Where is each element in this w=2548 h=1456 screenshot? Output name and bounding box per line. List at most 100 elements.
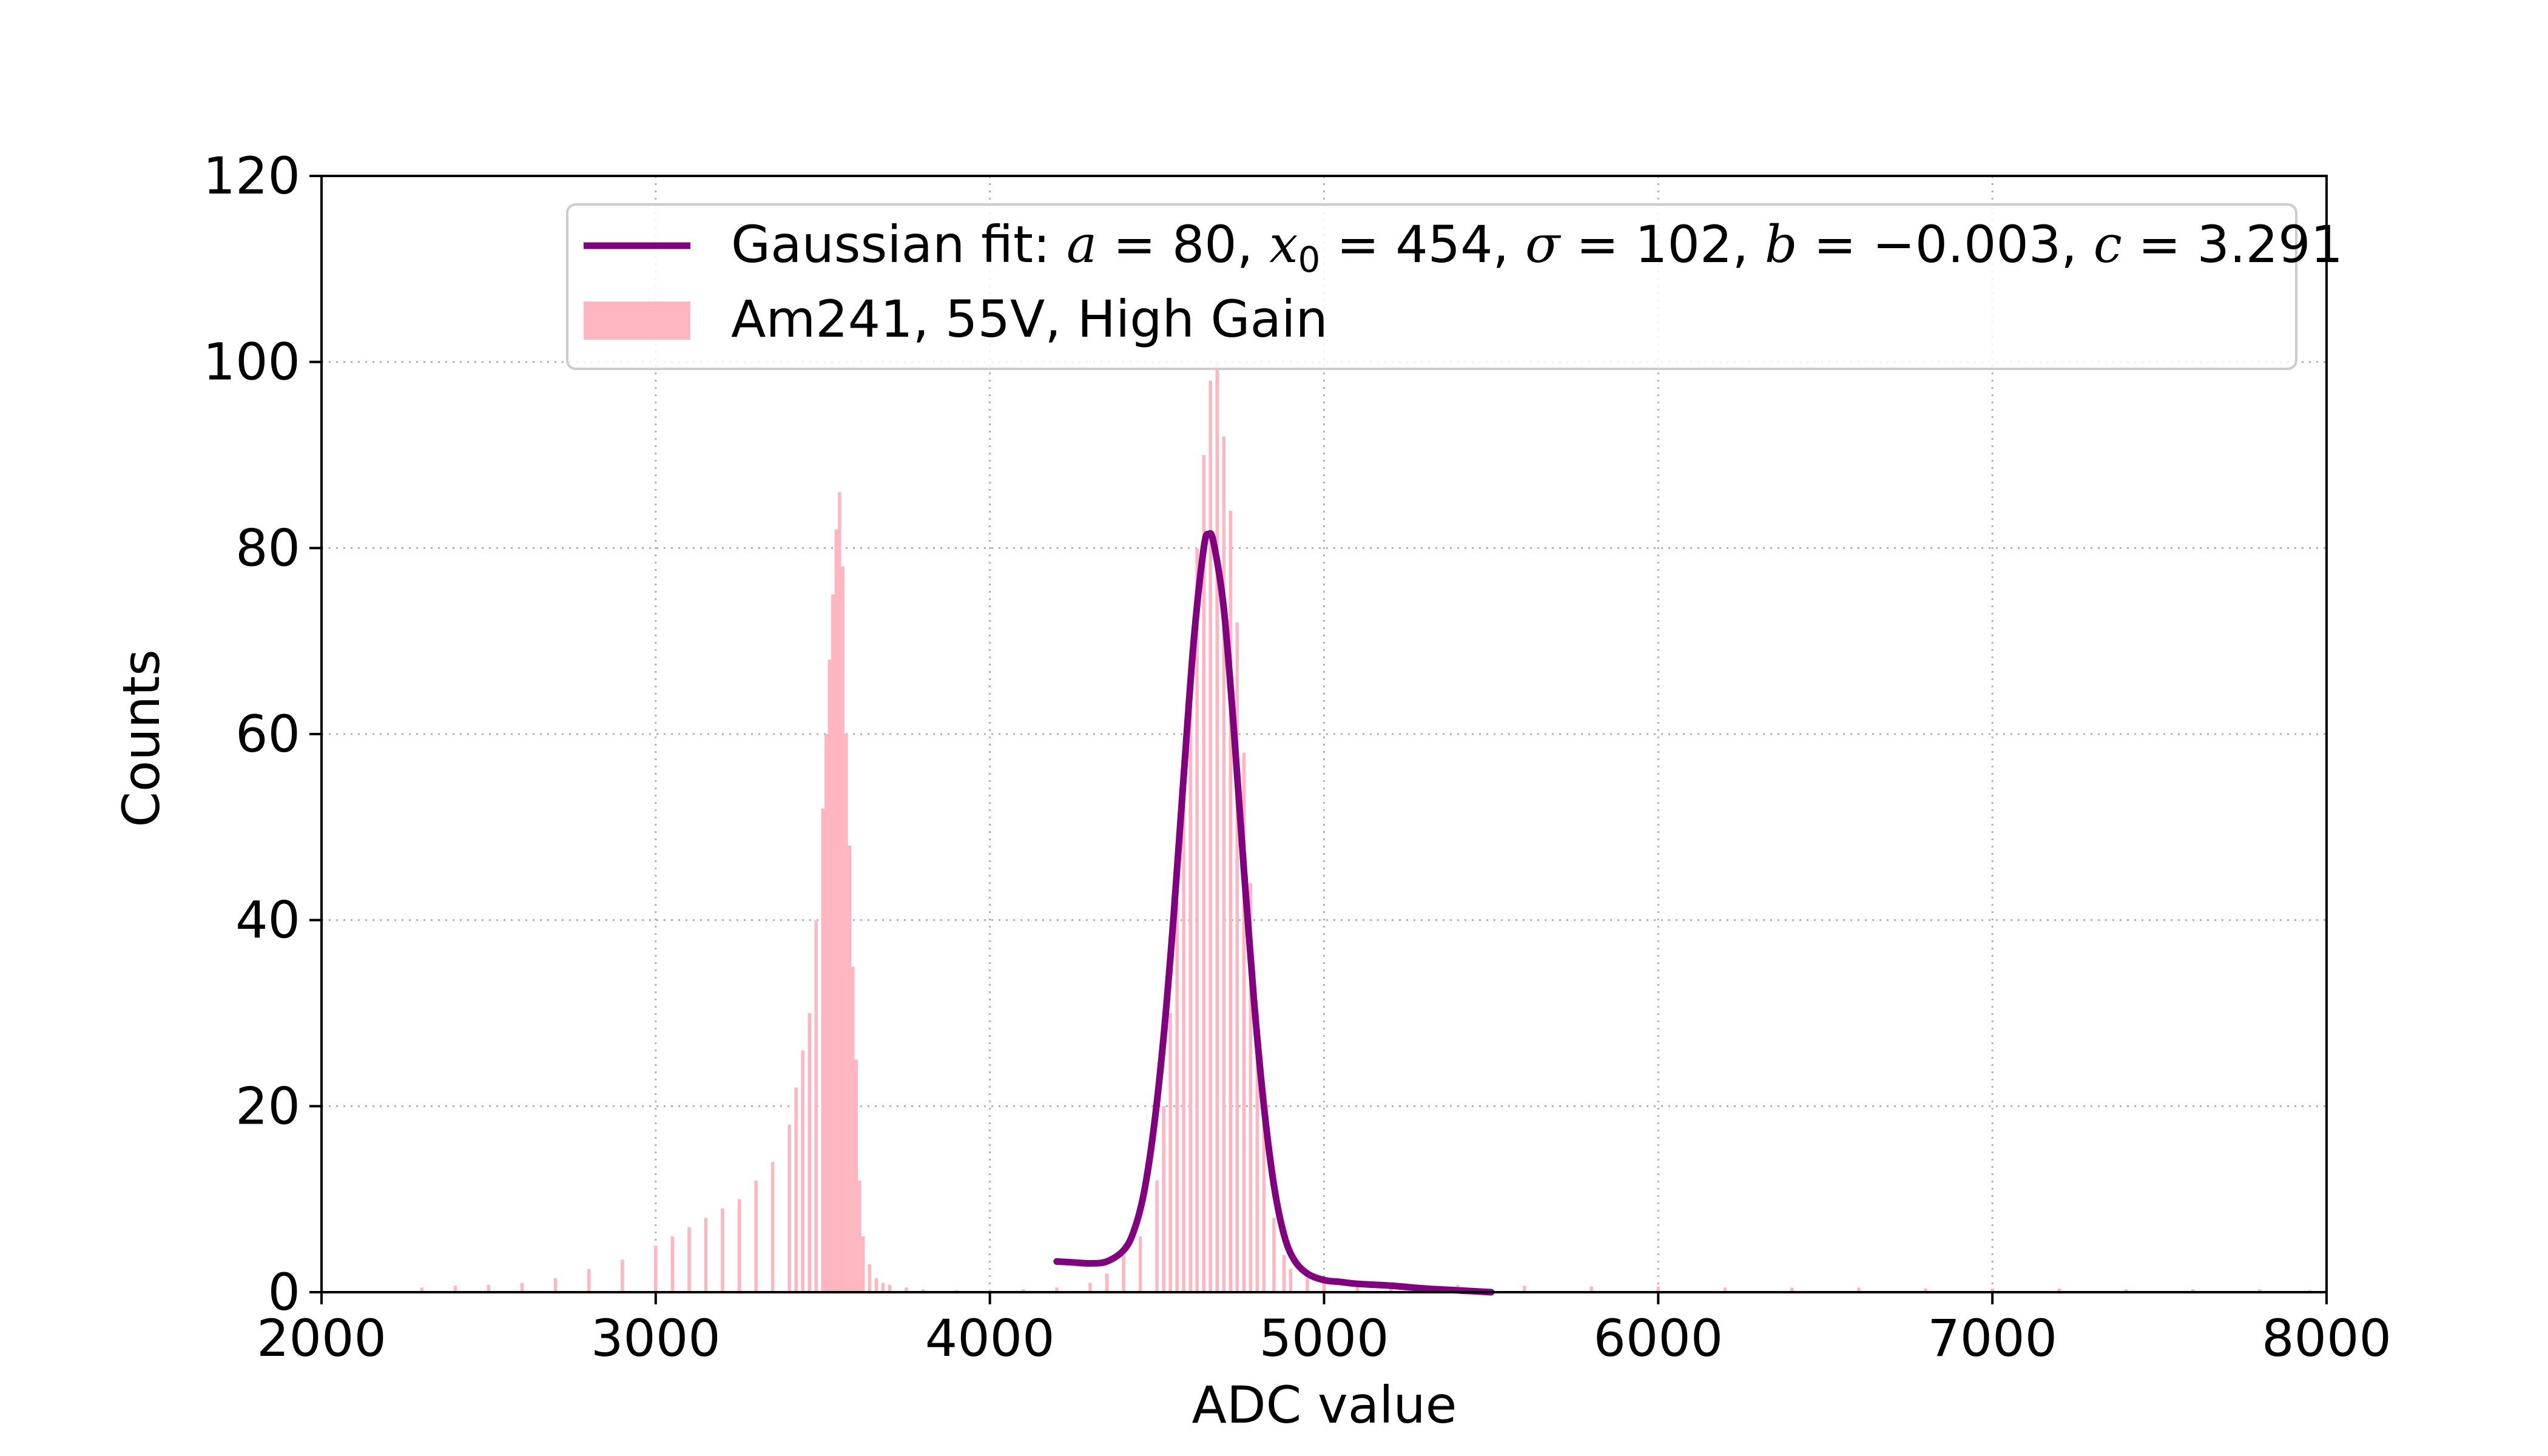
histogram-bar	[801, 1050, 804, 1292]
histogram-bar	[1589, 1286, 1593, 1292]
histogram-bar	[854, 1059, 858, 1292]
histogram-bar	[1262, 1125, 1266, 1292]
histogram-bar	[814, 920, 818, 1292]
x-axis-ticks: 2000 3000 4000 5000 6000 7000 8000	[257, 1292, 2391, 1368]
legend-param-a-symbol: a	[1067, 215, 1097, 274]
x-tick-label: 4000	[925, 1309, 1055, 1368]
histogram-bar	[1188, 659, 1192, 1292]
y-tick-label: 20	[235, 1076, 300, 1136]
histogram-bar	[1857, 1287, 1861, 1292]
histogram-bar	[1138, 1236, 1142, 1292]
histogram-bar	[824, 734, 828, 1292]
histogram-bar	[1990, 1288, 1994, 1292]
histogram-bar	[1656, 1286, 1660, 1292]
histogram-bar	[1249, 883, 1253, 1292]
legend-fit-label: Gaussian fit: a = 80, x0 = 454, σ = 102,…	[731, 215, 2343, 280]
histogram-bar	[1105, 1273, 1109, 1292]
histogram-bar	[1523, 1286, 1526, 1292]
legend-histogram-label: Am241, 55V, High Gain	[731, 289, 1328, 349]
legend-histogram-swatch	[584, 302, 690, 340]
histogram-bar	[1195, 548, 1199, 1293]
histogram-bar	[841, 567, 845, 1292]
legend-param-b: −0.003	[1872, 215, 2061, 274]
histogram-bar	[754, 1181, 758, 1292]
histogram-bar	[1235, 622, 1239, 1292]
histogram-bar	[1202, 455, 1205, 1292]
y-tick-label: 60	[235, 704, 300, 764]
histogram-bar	[1289, 1269, 1293, 1292]
x-tick-label: 5000	[1259, 1309, 1389, 1368]
x-tick-label: 6000	[1593, 1309, 1723, 1368]
histogram-bar	[888, 1284, 892, 1292]
histogram-bar	[921, 1289, 925, 1292]
histogram-bar	[420, 1287, 424, 1292]
histogram-bar	[1790, 1287, 1794, 1292]
histogram-bar	[1228, 511, 1233, 1292]
histogram-bar	[851, 966, 855, 1292]
legend: Gaussian fit: a = 80, x0 = 454, σ = 102,…	[566, 203, 2343, 370]
histogram-bars	[420, 362, 2312, 1293]
legend-param-x0: 454	[1395, 215, 1492, 274]
histogram-bar	[787, 1125, 791, 1292]
histogram-bar	[807, 1013, 811, 1292]
histogram-bar	[2258, 1289, 2262, 1292]
histogram-bar	[834, 529, 838, 1292]
y-tick-label: 120	[203, 146, 300, 206]
legend-sep: ,	[1732, 215, 1764, 274]
histogram-bar	[858, 1181, 861, 1292]
histogram-bar	[868, 1264, 872, 1292]
legend-param-a: 80	[1172, 215, 1237, 274]
histogram-bar	[1255, 1013, 1259, 1292]
y-tick-label: 80	[235, 518, 300, 578]
histogram-bar	[2124, 1289, 2128, 1292]
histogram-bar	[1723, 1287, 1727, 1292]
histogram-bar	[520, 1282, 524, 1292]
histogram-bar	[874, 1278, 878, 1292]
histogram-bar	[1282, 1255, 1286, 1292]
histogram-bar	[1924, 1288, 1927, 1292]
histogram-bar	[1355, 1282, 1360, 1292]
histogram-bar	[453, 1286, 457, 1292]
histogram-bar	[1242, 752, 1246, 1292]
x-tick-label: 2000	[257, 1309, 386, 1368]
x-tick-label: 8000	[2262, 1309, 2391, 1368]
histogram-bar	[831, 595, 835, 1292]
histogram-bar	[687, 1227, 691, 1292]
histogram-bar	[905, 1287, 908, 1292]
histogram-bar	[654, 1245, 658, 1292]
histogram-bar	[1306, 1278, 1309, 1292]
y-tick-label: 0	[268, 1262, 300, 1322]
histogram-bar	[670, 1236, 675, 1292]
legend-eq: =	[1320, 215, 1395, 274]
legend-eq: =	[1798, 215, 1873, 274]
histogram-bar	[844, 734, 848, 1292]
histogram-bar	[1272, 1218, 1276, 1292]
histogram-bar	[1175, 902, 1179, 1292]
histogram-bar	[620, 1259, 624, 1292]
histogram-bar	[848, 846, 852, 1292]
legend-eq: =	[1097, 215, 1172, 274]
histogram-bar	[704, 1218, 708, 1292]
legend-param-sigma-symbol: σ	[1525, 215, 1562, 274]
histogram-bar	[881, 1282, 885, 1292]
y-tick-label: 100	[203, 332, 300, 392]
gaussian-fit-line	[1053, 530, 1495, 1296]
x-tick-label: 7000	[1927, 1309, 2057, 1368]
histogram-bar	[2057, 1288, 2061, 1292]
legend-sep: ,	[2061, 215, 2093, 274]
histogram-bar	[861, 1236, 865, 1292]
histogram-bar	[1155, 1181, 1159, 1292]
histogram-bar	[1162, 1106, 1165, 1292]
y-tick-label: 40	[235, 891, 300, 950]
legend-eq: =	[1560, 215, 1635, 274]
histogram-bar	[838, 492, 841, 1293]
legend-fit-prefix: Gaussian fit:	[731, 215, 1067, 274]
legend-param-c-symbol: c	[2094, 215, 2122, 274]
histogram-bar	[794, 1087, 798, 1292]
histogram-bar	[737, 1199, 741, 1292]
legend-eq: =	[2122, 215, 2197, 274]
histogram-bar	[1208, 380, 1212, 1293]
histogram-bar	[827, 659, 832, 1292]
legend-box	[566, 203, 2297, 370]
